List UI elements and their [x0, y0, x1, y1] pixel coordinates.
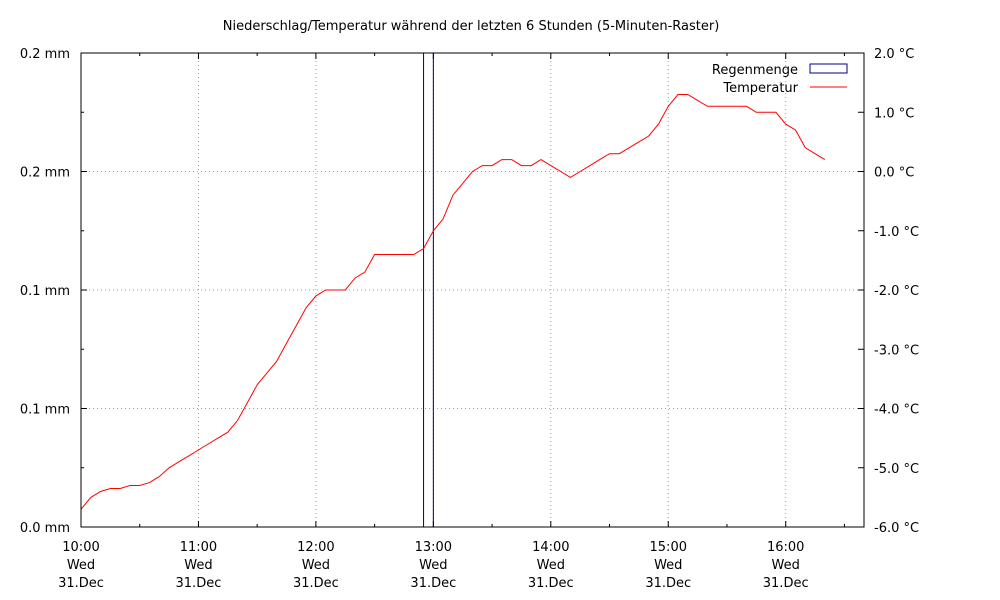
legend-label: Regenmenge [712, 63, 798, 78]
x-tick-label: Wed [184, 558, 212, 573]
x-tick-label: 13:00 [415, 540, 452, 555]
y-right-tick-label: -6.0 °C [874, 521, 919, 536]
x-tick-label: 31.Dec [293, 576, 339, 591]
x-tick-label: Wed [67, 558, 95, 573]
x-tick-label: 31.Dec [410, 576, 456, 591]
x-tick-label: Wed [537, 558, 565, 573]
y-left-tick-label: 0.1 mm [20, 284, 70, 299]
x-tick-label: 31.Dec [176, 576, 222, 591]
y-left-tick-label: 0.0 mm [20, 521, 70, 536]
y-right-tick-label: 1.0 °C [874, 106, 914, 121]
temperature-line [80, 94, 826, 510]
y-right-tick-label: 2.0 °C [874, 47, 914, 62]
x-tick-label: 15:00 [650, 540, 687, 555]
legend: Regenmenge Temperatur [712, 63, 848, 96]
x-tick-label: Wed [654, 558, 682, 573]
chart-title: Niederschlag/Temperatur während der letz… [223, 19, 720, 34]
x-tick-label: Wed [302, 558, 330, 573]
x-tick-label: 31.Dec [763, 576, 809, 591]
y-right-tick-label: -5.0 °C [874, 462, 919, 477]
x-tick-label: 12:00 [297, 540, 334, 555]
x-tick-label: 11:00 [180, 540, 217, 555]
x-tick-label: 31.Dec [528, 576, 574, 591]
y-left-tick-label: 0.1 mm [20, 403, 70, 418]
x-tick-label: Wed [419, 558, 447, 573]
y-right-tick-label: 0.0 °C [874, 166, 914, 181]
y-left-tick-label: 0.2 mm [20, 47, 70, 62]
x-tick-label: Wed [772, 558, 800, 573]
x-tick-label: 31.Dec [645, 576, 691, 591]
legend-swatch-bar [809, 63, 848, 74]
y-left-tick-label: 0.2 mm [20, 166, 70, 181]
x-tick-label: 31.Dec [58, 576, 104, 591]
y-right-tick-label: -4.0 °C [874, 403, 919, 418]
x-tick-label: 14:00 [532, 540, 569, 555]
y-right-tick-label: -2.0 °C [874, 284, 919, 299]
x-tick-label: 10:00 [62, 540, 99, 555]
legend-label: Temperatur [722, 81, 798, 96]
y-right-tick-label: -1.0 °C [874, 225, 919, 240]
x-tick-label: 16:00 [767, 540, 804, 555]
y-right-tick-label: -3.0 °C [874, 343, 919, 358]
